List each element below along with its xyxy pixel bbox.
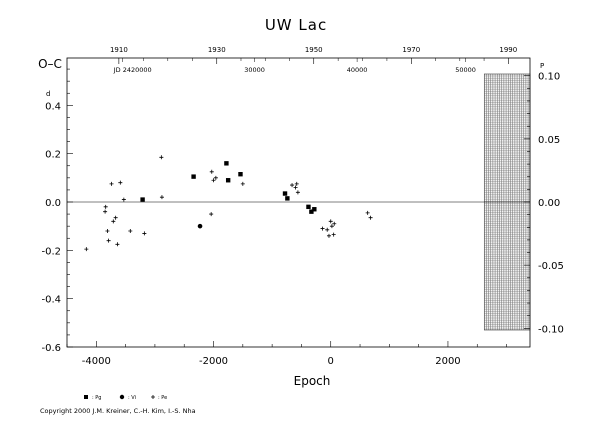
y-axis-label: O–C [38,57,62,71]
data-point-plus [159,155,164,160]
data-point-plus [211,178,216,183]
data-point-plus [320,226,325,231]
data-point-square [306,204,311,210]
data-point-plus [365,210,370,215]
data-point-square [312,207,317,212]
data-point-plus [111,219,116,224]
left-axis-unit: d [46,90,50,98]
data-point-square [285,196,290,201]
legend: : Pg : Vi : Pe [84,394,167,401]
data-point-plus [115,242,120,247]
data-point-plus [103,204,108,209]
data-point-plus [209,169,214,174]
chart-title: UW Lac [265,16,327,34]
data-point-plus [329,224,334,229]
jd-tick-label: JD 2420000 [113,66,152,74]
x-tick-label: -4000 [82,356,111,367]
legend-label-pe: : Pe [158,395,167,401]
data-point-plus [295,190,300,195]
right-y-tick-label: -0.05 [538,261,564,272]
jd-tick-label: 50000 [455,66,476,74]
data-point-plus [121,197,126,202]
data-point-plus [109,181,114,186]
data-point-plus [113,215,118,220]
x-tick-label: -2000 [199,356,228,367]
data-point-plus [118,180,123,185]
data-point-plus [294,181,299,186]
data-point-plus [159,195,164,200]
data-point-plus [326,233,331,238]
right-y-tick-label: 0.10 [538,72,560,83]
x-tick-label: 0 [328,356,334,367]
data-point-plus [325,227,330,232]
data-point-square [224,161,229,166]
right-y-tick-label: -0.10 [538,324,564,335]
legend-label-vi: : Vi [128,395,136,401]
data-point-plus [103,209,108,214]
legend-marker-square [84,395,88,399]
y-tick-label: 0.0 [45,198,61,209]
right-axis-unit: P [540,62,544,70]
data-point-plus [331,232,336,237]
year-tick-label: 1950 [305,46,323,54]
y-tick-label: -0.6 [41,343,61,354]
data-point-plus [290,183,295,188]
data-point-plus [84,247,89,252]
data-point-plus [328,219,333,224]
data-point-plus [106,238,111,243]
data-marks [84,155,373,252]
y-tick-label: -0.4 [41,295,61,306]
y-tick-label: 0.4 [45,101,61,112]
year-tick-label: 1970 [402,46,420,54]
data-point-plus [142,231,147,236]
year-tick-label: 1910 [110,46,128,54]
x-axis-label: Epoch [294,374,331,388]
data-point-plus [332,221,337,226]
axis-ticks: -4000 -2000 0 2000 0.4 0.2 0.0 -0.2 -0.4 -0.6 0.10… [41,46,563,367]
x-tick-label: 2000 [435,356,460,367]
data-point-circle [197,223,203,229]
year-tick-label: 1990 [499,46,517,54]
right-y-tick-label: 0.05 [538,135,560,146]
data-point-square [225,178,231,183]
data-point-plus [105,229,110,233]
y-tick-label: -0.2 [41,246,61,257]
data-point-plus [213,175,218,180]
plot-frame [66,57,531,348]
y-tick-label: 0.2 [45,150,61,161]
plot-border [66,57,531,348]
legend-label-pg: : Pg [92,395,101,401]
data-point-plus [293,185,298,190]
data-point-plus [209,212,214,217]
data-point-square [282,191,288,196]
data-point-square [309,209,314,214]
data-point-plus [128,229,133,233]
year-tick-label: 1930 [208,46,226,54]
right-y-tick-label: 0.00 [538,198,560,209]
data-point-square [140,197,145,202]
jd-tick-label: 40000 [347,66,368,74]
legend-marker-plus [151,395,155,399]
copyright-text: Copyright 2000 J.M. Kreiner, C.-H. Kim, … [40,407,196,415]
legend-marker-circle [119,394,125,400]
jd-tick-label: 30000 [244,66,265,74]
data-point-plus [240,181,245,186]
data-point-plus [368,215,373,220]
data-point-square [191,174,196,179]
data-point-square [238,172,243,177]
